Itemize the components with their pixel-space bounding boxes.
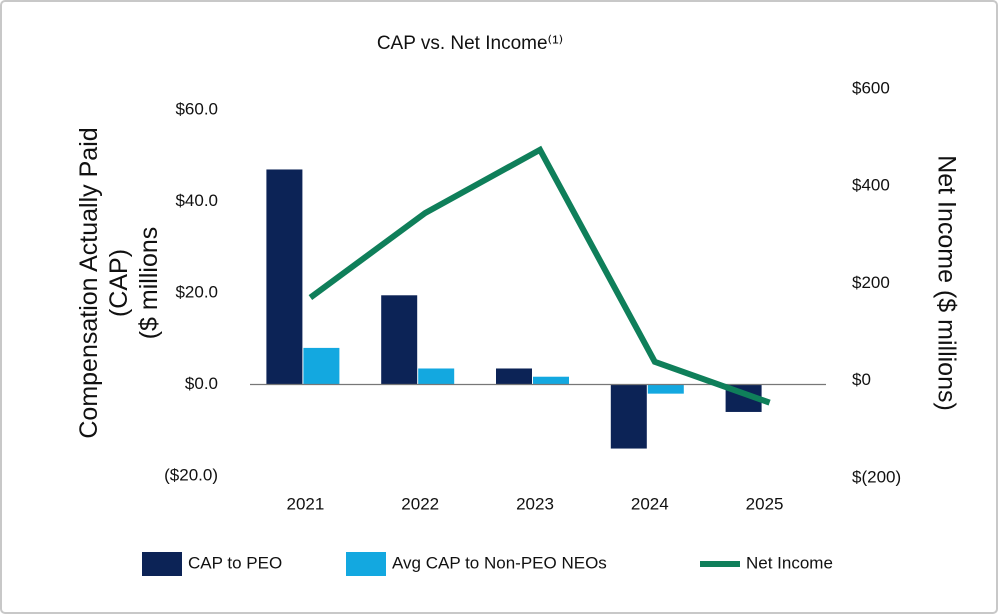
legend-swatch xyxy=(346,552,386,576)
y2-tick-label: $200 xyxy=(852,273,890,292)
y-tick-label: $20.0 xyxy=(175,282,218,301)
bar xyxy=(303,347,340,385)
bar xyxy=(496,368,532,385)
x-tick-label: 2023 xyxy=(516,494,554,513)
bar xyxy=(533,376,569,385)
x-tick-label: 2024 xyxy=(631,494,669,513)
y-axis-label: Compensation Actually Paid(CAP)($ millio… xyxy=(75,127,163,438)
y-axis-label-line: ($ millions xyxy=(135,227,163,340)
y-axis-label-line: (CAP) xyxy=(105,249,133,317)
legend-label: Avg CAP to Non-PEO NEOs xyxy=(392,553,607,572)
bar xyxy=(266,169,303,385)
y2-tick-label: $0 xyxy=(852,370,871,389)
y-tick-label: $0.0 xyxy=(185,374,218,393)
x-tick-label: 2022 xyxy=(401,494,439,513)
bar xyxy=(418,368,455,385)
bar xyxy=(610,384,647,449)
y-tick-label: ($20.0) xyxy=(164,465,218,484)
legend-label: Net Income xyxy=(746,553,833,572)
y-axis-label-line: Compensation Actually Paid xyxy=(75,127,103,438)
x-tick-label: 2021 xyxy=(286,494,324,513)
y2-tick-label: $(200) xyxy=(852,467,901,486)
bar xyxy=(381,295,418,385)
x-tick-label: 2025 xyxy=(746,494,784,513)
y-tick-label: $60.0 xyxy=(175,99,218,118)
line xyxy=(308,145,771,406)
bar xyxy=(647,384,684,394)
legend-label: CAP to PEO xyxy=(188,553,282,572)
legend-swatch xyxy=(142,552,182,576)
y2-axis-label: Net Income ($ millions) xyxy=(932,155,960,411)
y2-tick-label: $400 xyxy=(852,176,890,195)
y-tick-label: $40.0 xyxy=(175,191,218,210)
chart-title: CAP vs. Net Income⁽¹⁾ xyxy=(377,33,563,54)
y2-tick-label: $600 xyxy=(852,78,890,97)
